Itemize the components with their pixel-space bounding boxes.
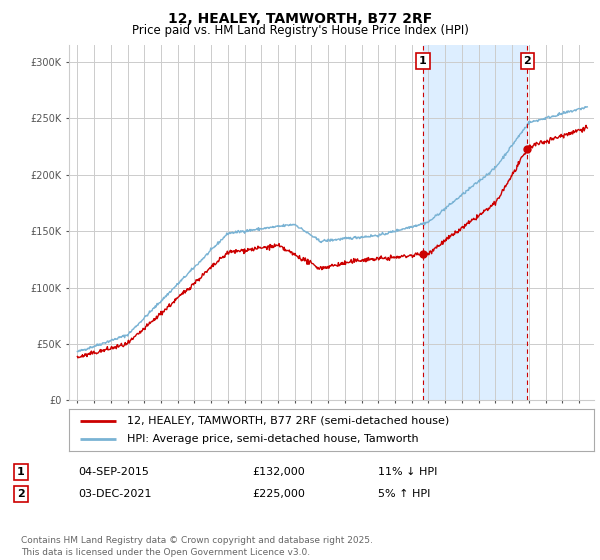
Text: 2: 2 <box>17 489 25 499</box>
Text: 1: 1 <box>419 56 427 66</box>
Bar <box>423 45 527 400</box>
Text: 2: 2 <box>524 56 532 66</box>
Text: 11% ↓ HPI: 11% ↓ HPI <box>378 467 437 477</box>
Text: 03-DEC-2021: 03-DEC-2021 <box>78 489 151 499</box>
Text: £225,000: £225,000 <box>252 489 305 499</box>
Text: £132,000: £132,000 <box>252 467 305 477</box>
Text: 04-SEP-2015: 04-SEP-2015 <box>78 467 149 477</box>
Text: Price paid vs. HM Land Registry's House Price Index (HPI): Price paid vs. HM Land Registry's House … <box>131 24 469 36</box>
Text: HPI: Average price, semi-detached house, Tamworth: HPI: Average price, semi-detached house,… <box>127 434 418 444</box>
Text: 12, HEALEY, TAMWORTH, B77 2RF (semi-detached house): 12, HEALEY, TAMWORTH, B77 2RF (semi-deta… <box>127 416 449 426</box>
Text: 1: 1 <box>17 467 25 477</box>
Text: 12, HEALEY, TAMWORTH, B77 2RF: 12, HEALEY, TAMWORTH, B77 2RF <box>168 12 432 26</box>
Text: 5% ↑ HPI: 5% ↑ HPI <box>378 489 430 499</box>
Text: Contains HM Land Registry data © Crown copyright and database right 2025.
This d: Contains HM Land Registry data © Crown c… <box>21 536 373 557</box>
